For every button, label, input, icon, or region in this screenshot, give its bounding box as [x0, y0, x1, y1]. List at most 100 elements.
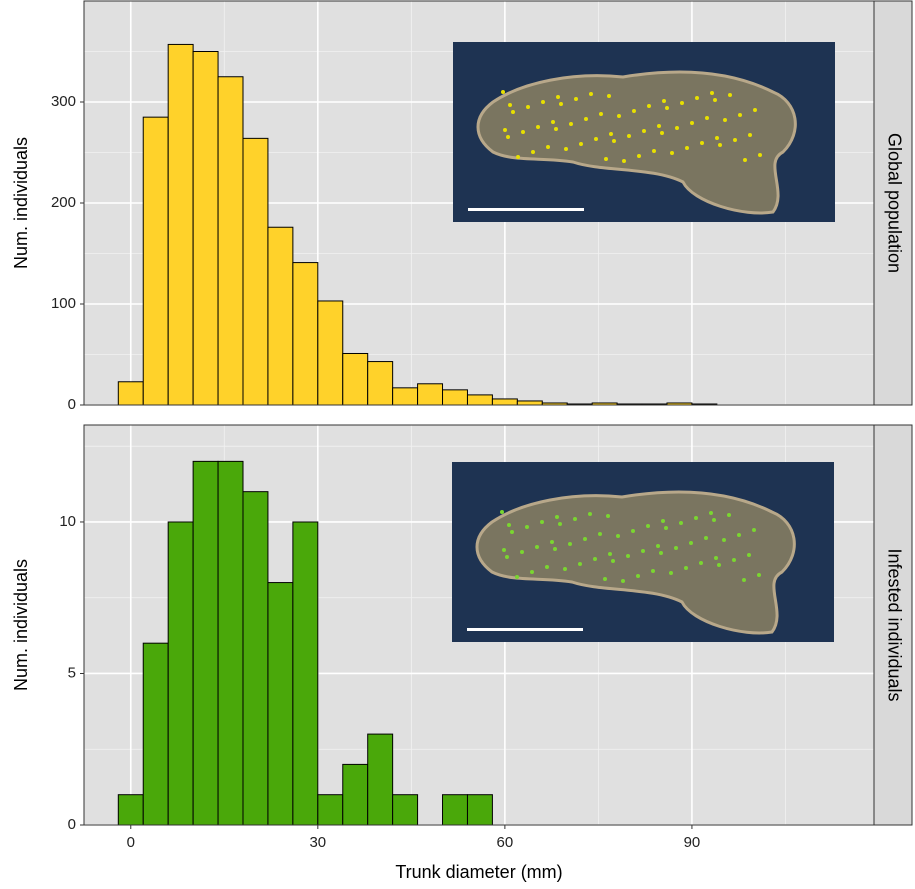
map-dot: [723, 118, 727, 122]
map-dot: [641, 549, 645, 553]
bar: [242, 137, 269, 406]
map-dot: [742, 578, 746, 582]
map-dot: [520, 550, 524, 554]
map-dot: [609, 132, 613, 136]
map-dot: [657, 124, 661, 128]
map-dot: [718, 143, 722, 147]
bar: [367, 733, 394, 826]
map-dot: [616, 534, 620, 538]
map-dot: [508, 103, 512, 107]
map-dot: [541, 100, 545, 104]
map-dot: [694, 516, 698, 520]
map-dot: [626, 554, 630, 558]
map-dot: [752, 528, 756, 532]
map-inset: [450, 460, 836, 644]
map-dot: [713, 98, 717, 102]
map-dot: [699, 561, 703, 565]
map-dot: [728, 93, 732, 97]
strip: [873, 424, 913, 826]
map-dot: [680, 101, 684, 105]
map-dot: [579, 142, 583, 146]
y-axis-title: Num. individuals: [11, 559, 31, 691]
map-dot: [589, 92, 593, 96]
map-dot: [652, 149, 656, 153]
map-dot: [611, 559, 615, 563]
map-dot: [606, 514, 610, 518]
map-dot: [556, 95, 560, 99]
map-dot: [505, 555, 509, 559]
map-dot: [710, 91, 714, 95]
map-dot: [511, 110, 515, 114]
x-tick-label: 30: [309, 834, 326, 851]
map-dot: [607, 94, 611, 98]
map-dot: [743, 158, 747, 162]
map-dot: [569, 122, 573, 126]
map-dot: [712, 518, 716, 522]
map-dot: [722, 538, 726, 542]
map-dot: [684, 566, 688, 570]
map-dot: [727, 513, 731, 517]
map-dot: [757, 573, 761, 577]
map-dot: [758, 153, 762, 157]
map-dot: [732, 558, 736, 562]
map-dot: [540, 520, 544, 524]
map-dot: [594, 137, 598, 141]
map-inset: [451, 40, 837, 224]
map-dot: [568, 542, 572, 546]
map-dot: [659, 551, 663, 555]
map-dot: [664, 526, 668, 530]
bar: [217, 76, 244, 406]
map-dot: [588, 512, 592, 516]
map-dot: [733, 138, 737, 142]
map-dot: [675, 126, 679, 130]
y-tick-label: 0: [68, 816, 76, 833]
bar: [342, 352, 369, 406]
y-tick-label: 0: [68, 396, 76, 413]
map-dot: [502, 548, 506, 552]
x-tick-label: 90: [684, 834, 701, 851]
map-dot: [530, 570, 534, 574]
map-dot: [665, 106, 669, 110]
map-dot: [670, 151, 674, 155]
map-dot: [506, 135, 510, 139]
bar: [466, 394, 493, 406]
map-dot: [521, 130, 525, 134]
map-dot: [661, 519, 665, 523]
bar: [117, 381, 144, 406]
map-dot: [503, 128, 507, 132]
bar: [491, 398, 518, 406]
map-dot: [507, 523, 511, 527]
map-dot: [656, 544, 660, 548]
map-dot: [516, 155, 520, 159]
bar: [392, 387, 419, 406]
map-dot: [598, 532, 602, 536]
map-dot: [510, 530, 514, 534]
map-dot: [660, 131, 664, 135]
map-dot: [612, 139, 616, 143]
bar: [317, 300, 344, 406]
map-dot: [551, 120, 555, 124]
y-tick-label: 300: [51, 93, 76, 110]
map-dot: [631, 529, 635, 533]
y-tick-label: 200: [51, 194, 76, 211]
map-dot: [559, 102, 563, 106]
map-dot: [714, 556, 718, 560]
y-tick-label: 10: [59, 513, 76, 530]
map-dot: [627, 134, 631, 138]
bar: [217, 460, 244, 826]
map-dot: [647, 104, 651, 108]
map-dot: [689, 541, 693, 545]
bar: [167, 43, 194, 406]
map-dot: [564, 147, 568, 151]
map-dot: [622, 159, 626, 163]
bar: [442, 389, 468, 406]
map-dot: [536, 125, 540, 129]
bar: [192, 51, 219, 406]
map-dot: [573, 517, 577, 521]
map-dot: [550, 540, 554, 544]
y-tick-label: 5: [68, 664, 76, 681]
bar: [367, 361, 394, 406]
y-axis-title: Num. individuals: [11, 137, 31, 269]
bar: [117, 794, 144, 826]
map-dot: [695, 96, 699, 100]
